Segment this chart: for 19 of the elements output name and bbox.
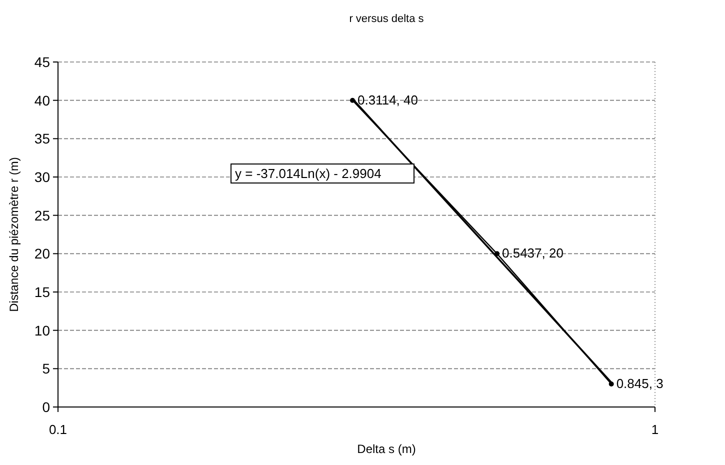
y-tick-label: 5 <box>42 360 50 377</box>
y-tick-label: 40 <box>34 92 50 108</box>
y-tick-label: 10 <box>34 322 50 338</box>
y-tick-label: 25 <box>34 207 50 224</box>
annotation: y = -37.014Ln(x) - 2.9904 <box>235 166 382 181</box>
data-label: 0.5437, 20 <box>502 246 564 261</box>
chart-title: r versus delta s <box>349 13 424 25</box>
y-tick-label: 0 <box>42 399 50 415</box>
x-tick-label: 1 <box>651 422 659 437</box>
y-tick-label: 20 <box>34 246 50 262</box>
y-tick-label: 30 <box>34 169 50 185</box>
y-axis-title: Distance du piézomètre r (m) <box>7 157 21 312</box>
x-axis-title: Delta s (m) <box>357 442 416 456</box>
y-tick-label: 15 <box>34 284 50 300</box>
y-tick-label: 35 <box>34 130 50 147</box>
data-label: 0.845, 3 <box>616 376 664 391</box>
data-label: 0.3114, 40 <box>358 92 418 108</box>
x-tick-label: 0.1 <box>48 422 68 437</box>
y-tick-label: 45 <box>34 54 50 70</box>
